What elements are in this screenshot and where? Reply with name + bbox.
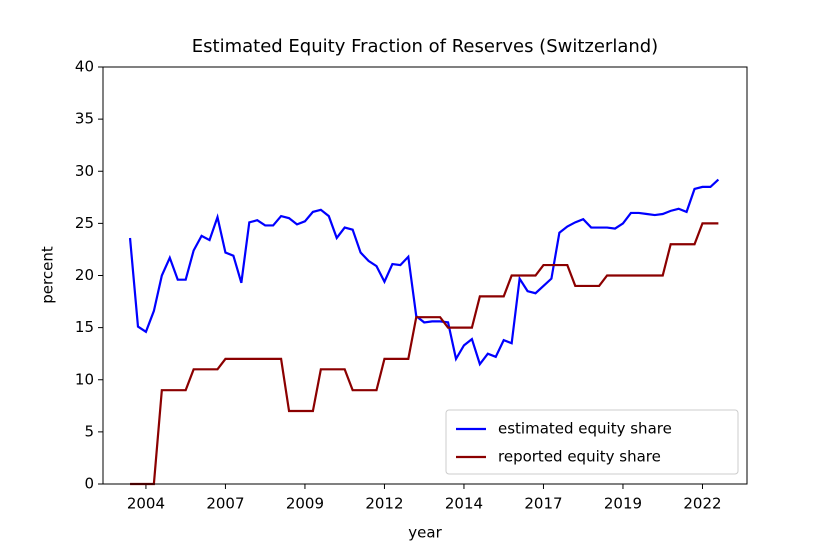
legend-label: reported equity share <box>498 448 661 466</box>
y-tick-label: 20 <box>75 266 94 284</box>
series-line <box>128 178 720 367</box>
y-tick-label: 25 <box>75 214 94 232</box>
x-tick-label: 2004 <box>127 495 165 513</box>
legend: estimated equity share reported equity sh… <box>445 409 739 475</box>
y-tick-label: 30 <box>75 162 94 180</box>
chart-title: Estimated Equity Fraction of Reserves (S… <box>192 36 658 57</box>
legend-box <box>445 409 739 475</box>
x-tick-label: 2017 <box>524 495 562 513</box>
y-axis-label: percent <box>39 246 57 304</box>
x-axis-label: year <box>408 524 442 542</box>
x-tick-label: 2022 <box>683 495 721 513</box>
y-tick-label: 10 <box>75 370 94 388</box>
plot-frame <box>102 66 748 485</box>
x-tick-label: 2007 <box>206 495 244 513</box>
y-tick-label: 15 <box>75 318 94 336</box>
y-tick-label: 40 <box>75 58 94 76</box>
y-tick-label: 5 <box>84 422 94 440</box>
x-tick-label: 2009 <box>286 495 324 513</box>
legend-label: estimated equity share <box>498 420 672 438</box>
y-tick-label: 0 <box>84 475 94 493</box>
series-line <box>130 222 719 486</box>
x-tick-label: 2014 <box>445 495 483 513</box>
x-tick-label: 2019 <box>604 495 642 513</box>
y-tick-label: 35 <box>75 110 94 128</box>
x-tick-label: 2012 <box>365 495 403 513</box>
